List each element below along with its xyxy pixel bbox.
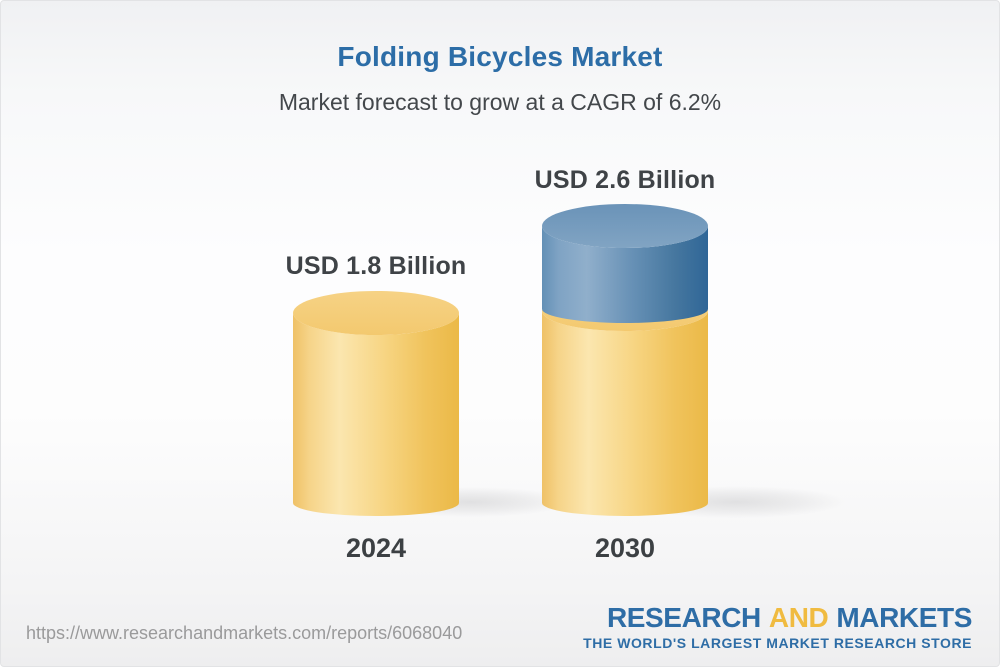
value-label-2030: USD 2.6 Billion	[534, 166, 716, 194]
category-label-2024: 2024	[345, 533, 407, 563]
logo-word-research: RESEARCH	[606, 602, 761, 633]
logo-word-and: AND	[768, 602, 829, 633]
logo-word-markets: MARKETS	[836, 602, 972, 633]
report-url: https://www.researchandmarkets.com/repor…	[26, 623, 463, 643]
bar-2024-cylinder	[293, 291, 459, 516]
logo-tagline: THE WORLD'S LARGEST MARKET RESEARCH STOR…	[583, 635, 972, 651]
bar-2030-growth-segment	[542, 226, 708, 323]
bar-2030-cylinder	[542, 204, 708, 516]
chart-title: Folding Bicycles Market	[337, 41, 663, 72]
research-and-markets-logo: RESEARCH AND MARKETS THE WORLD'S LARGEST…	[583, 604, 972, 651]
logo-wordmark: RESEARCH AND MARKETS	[583, 604, 972, 632]
chart-subtitle: Market forecast to grow at a CAGR of 6.2…	[278, 89, 722, 115]
category-label-2030: 2030	[594, 533, 656, 563]
value-label-2024: USD 1.8 Billion	[285, 252, 467, 280]
